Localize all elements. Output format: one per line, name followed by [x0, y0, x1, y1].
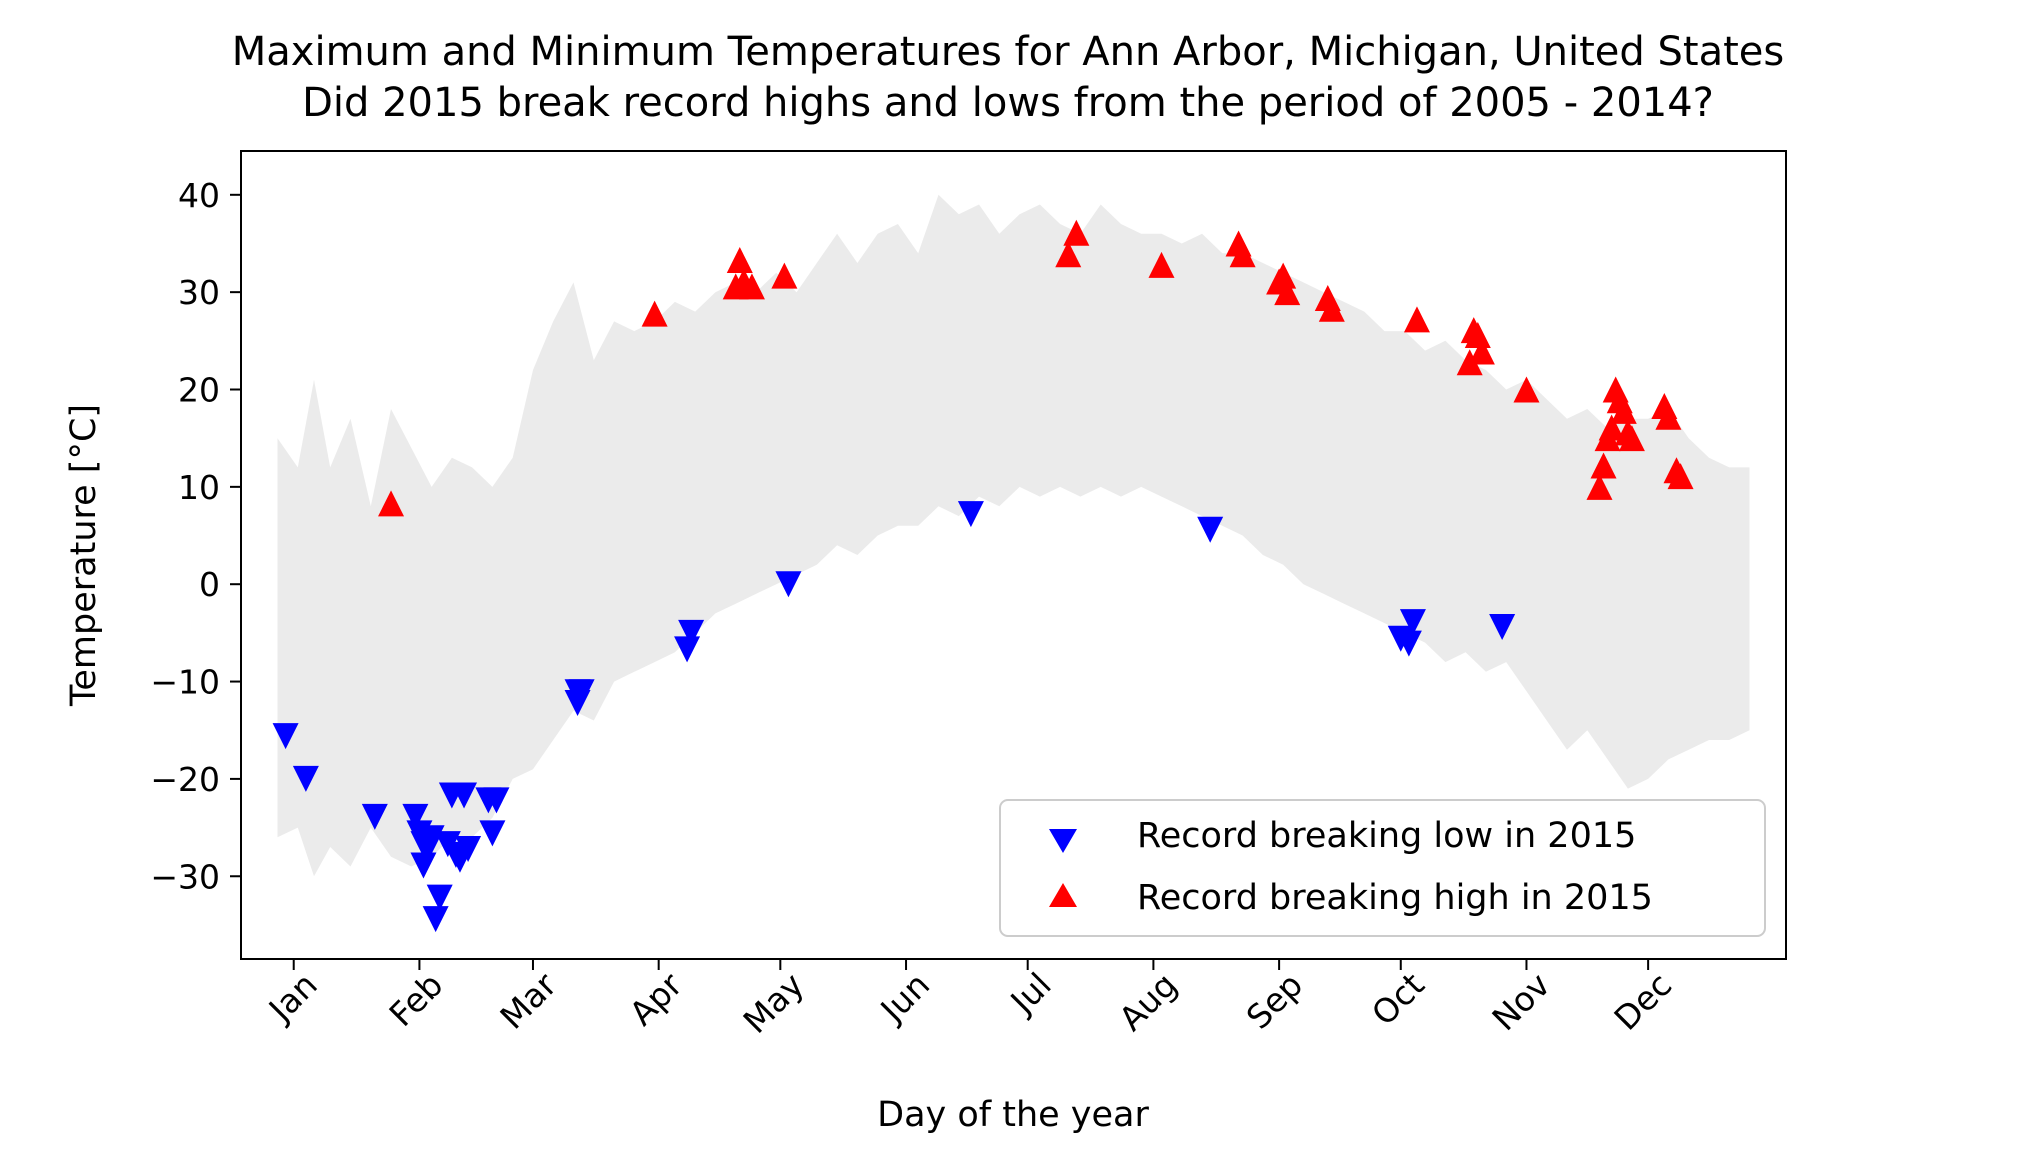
record-low-marker [292, 765, 319, 792]
record-low-marker [479, 820, 506, 847]
record-low-marker [1395, 630, 1422, 657]
plot-area-frame [240, 150, 1787, 960]
record-high-marker [1229, 241, 1256, 268]
record-high-marker [1513, 376, 1540, 403]
y-tick-label: 0 [199, 565, 220, 604]
y-axis: 40 30 20 10 0 −10 −20 −30 [150, 176, 241, 896]
y-tick-label: 20 [178, 371, 220, 410]
record-high-marker [1055, 241, 1082, 268]
record-low-marker [1489, 614, 1516, 641]
y-tick-label: −30 [150, 857, 220, 896]
x-tick-label: Feb [382, 965, 451, 1034]
legend-low-label: Record breaking low in 2015 [1137, 816, 1636, 856]
x-tick-label: Jan [260, 965, 325, 1030]
chart-subtitle: Did 2015 break record highs and lows fro… [302, 80, 1714, 126]
record-low-marker [957, 501, 984, 528]
record-high-marker [1148, 251, 1175, 278]
record-high-marker [1464, 321, 1491, 348]
record-high-marker [1270, 262, 1297, 289]
x-tick-label: Nov [1484, 965, 1557, 1038]
record-low-marker [361, 803, 388, 830]
record-high-marker [1274, 279, 1301, 306]
x-tick-label: Jul [1002, 965, 1059, 1022]
y-tick-label: 10 [178, 468, 220, 507]
record-high-marker [726, 247, 753, 274]
x-tick-label: Jun [872, 965, 937, 1030]
record-low-marker [568, 679, 595, 706]
x-tick-label: Aug [1111, 965, 1184, 1038]
record-high-marker [1063, 219, 1090, 246]
record-low-marker [775, 571, 802, 598]
record-high-marker [1468, 338, 1495, 365]
record-range-band [277, 194, 1750, 877]
x-tick-label: Dec [1607, 965, 1680, 1038]
record-high-marker [771, 262, 798, 289]
record-high-marker [1318, 295, 1345, 322]
record-low-marker [1197, 516, 1224, 543]
x-tick-label: Sep [1239, 965, 1311, 1037]
band-area [277, 194, 1750, 877]
x-axis: Jan Feb Mar Apr May Jun Jul Aug Sep Oct Nov Dec [260, 959, 1679, 1041]
y-axis-label: Temperature [°C] [64, 404, 104, 707]
x-axis-label: Day of the year [877, 1095, 1149, 1135]
legend-high-marker [1049, 883, 1077, 907]
legend: Record breaking low in 2015 Record break… [999, 799, 1766, 937]
record-low-marker [272, 723, 299, 750]
y-tick-label: 30 [178, 273, 220, 312]
record-high-markers [378, 219, 1694, 517]
y-tick-label: 40 [178, 176, 220, 215]
record-low-markers [272, 501, 1516, 933]
legend-low-marker [1049, 829, 1077, 853]
legend-high-label: Record breaking high in 2015 [1137, 878, 1653, 918]
record-high-marker [641, 300, 668, 327]
record-high-marker [1403, 306, 1430, 333]
record-low-marker [678, 619, 705, 646]
x-tick-label: Mar [492, 965, 564, 1037]
x-tick-label: Oct [1364, 965, 1432, 1033]
chart-title: Maximum and Minimum Temperatures for Ann… [232, 29, 1784, 75]
record-low-marker [1399, 609, 1426, 636]
record-low-marker [422, 906, 449, 933]
record-high-marker [378, 490, 405, 517]
x-tick-label: May [736, 965, 812, 1041]
record-high-marker [1667, 463, 1694, 490]
y-tick-label: −20 [150, 760, 220, 799]
record-high-marker [1610, 397, 1637, 424]
record-low-marker [455, 835, 482, 862]
y-tick-label: −10 [150, 663, 220, 702]
record-high-marker [1586, 473, 1613, 500]
record-high-marker [1598, 414, 1625, 441]
record-high-marker [1590, 452, 1617, 479]
record-low-marker [674, 636, 701, 663]
record-low-marker [410, 852, 437, 879]
x-tick-label: Apr [622, 965, 690, 1033]
record-low-marker [402, 803, 429, 830]
record-low-marker [426, 884, 453, 911]
record-high-marker [738, 273, 765, 300]
record-high-marker [1618, 425, 1645, 452]
record-low-marker [451, 782, 478, 809]
legend-box [999, 799, 1766, 937]
record-low-marker [483, 787, 510, 814]
record-high-marker [1655, 403, 1682, 430]
record-high-marker [1456, 349, 1483, 376]
